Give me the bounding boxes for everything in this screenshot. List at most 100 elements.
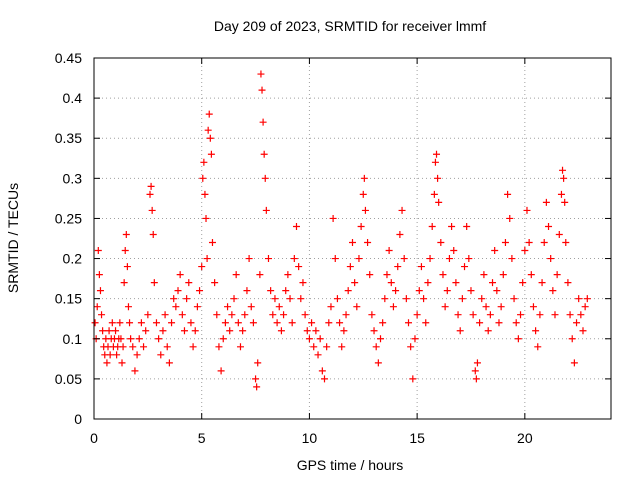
data-point bbox=[573, 319, 581, 327]
data-point bbox=[262, 206, 270, 214]
data-point bbox=[342, 311, 350, 319]
data-point bbox=[91, 319, 99, 327]
data-point bbox=[338, 343, 346, 351]
data-point bbox=[303, 327, 311, 335]
data-point bbox=[137, 319, 145, 327]
data-point bbox=[106, 351, 114, 359]
data-point bbox=[150, 279, 158, 287]
data-point bbox=[155, 335, 163, 343]
data-point bbox=[305, 335, 313, 343]
data-point bbox=[374, 359, 382, 367]
data-point bbox=[196, 287, 204, 295]
data-point bbox=[448, 222, 456, 230]
x-tick-label: 5 bbox=[198, 430, 206, 446]
data-point bbox=[131, 367, 139, 375]
data-point bbox=[396, 230, 404, 238]
data-point bbox=[450, 247, 458, 255]
data-point bbox=[269, 311, 277, 319]
data-point bbox=[203, 255, 211, 263]
data-point bbox=[180, 327, 188, 335]
data-point bbox=[282, 287, 290, 295]
data-point bbox=[351, 279, 359, 287]
data-point bbox=[349, 239, 356, 247]
data-point bbox=[564, 279, 572, 287]
axis-ticks bbox=[93, 57, 611, 420]
y-tick-labels: 0 0.05 0.1 0.15 0.2 0.25 0.3 0.35 0.4 0.45 bbox=[55, 50, 82, 427]
data-point bbox=[260, 150, 268, 158]
data-point bbox=[327, 303, 335, 311]
data-point bbox=[99, 327, 107, 335]
data-point bbox=[147, 182, 155, 190]
data-point bbox=[297, 295, 305, 303]
data-point bbox=[202, 214, 210, 222]
data-point bbox=[553, 271, 561, 279]
data-point bbox=[506, 214, 514, 222]
data-point bbox=[234, 319, 242, 327]
data-point bbox=[206, 134, 214, 142]
data-point bbox=[461, 263, 469, 271]
data-point bbox=[407, 343, 415, 351]
data-point bbox=[299, 279, 307, 287]
data-point bbox=[193, 303, 201, 311]
data-point bbox=[284, 271, 292, 279]
data-point bbox=[98, 311, 106, 319]
data-point bbox=[400, 255, 408, 263]
data-point bbox=[264, 255, 272, 263]
data-point bbox=[372, 343, 380, 351]
data-point bbox=[146, 190, 154, 198]
data-point bbox=[540, 239, 548, 247]
x-axis-title: GPS time / hours bbox=[297, 457, 404, 473]
y-tick-label: 0.1 bbox=[63, 331, 83, 347]
data-point bbox=[133, 351, 141, 359]
data-point bbox=[252, 375, 260, 383]
data-point bbox=[108, 319, 116, 327]
data-point bbox=[95, 271, 103, 279]
data-point bbox=[241, 311, 249, 319]
data-point bbox=[249, 319, 257, 327]
y-tick-label: 0.05 bbox=[55, 371, 82, 387]
data-point bbox=[120, 279, 128, 287]
x-tick-label: 15 bbox=[409, 430, 425, 446]
data-point bbox=[493, 287, 501, 295]
data-point bbox=[230, 295, 238, 303]
data-point bbox=[320, 375, 328, 383]
y-axis-title: SRMTID / TECUs bbox=[5, 183, 21, 293]
data-point bbox=[219, 335, 227, 343]
x-tick-labels: 0 5 10 15 20 bbox=[90, 430, 533, 446]
x-tick-label: 0 bbox=[90, 430, 98, 446]
data-point bbox=[497, 303, 505, 311]
data-point bbox=[310, 343, 318, 351]
data-point bbox=[383, 271, 391, 279]
data-point bbox=[157, 351, 165, 359]
data-point bbox=[379, 319, 387, 327]
data-point bbox=[118, 359, 126, 367]
data-point bbox=[292, 222, 300, 230]
data-point bbox=[361, 206, 369, 214]
data-point bbox=[117, 335, 125, 343]
data-point bbox=[482, 303, 490, 311]
data-point bbox=[527, 271, 535, 279]
data-point bbox=[273, 319, 281, 327]
data-point bbox=[280, 311, 288, 319]
data-point bbox=[124, 303, 132, 311]
data-point bbox=[512, 319, 520, 327]
data-point bbox=[314, 351, 322, 359]
data-point bbox=[415, 287, 423, 295]
data-point bbox=[441, 303, 449, 311]
data-point bbox=[149, 230, 157, 238]
data-point bbox=[473, 359, 481, 367]
data-point bbox=[529, 303, 537, 311]
data-point bbox=[398, 206, 406, 214]
data-point bbox=[542, 198, 550, 206]
data-point bbox=[517, 311, 525, 319]
data-point bbox=[545, 222, 553, 230]
data-point bbox=[174, 287, 182, 295]
data-point bbox=[204, 126, 212, 134]
data-point bbox=[387, 279, 395, 287]
data-point bbox=[247, 303, 255, 311]
data-point bbox=[211, 279, 219, 287]
data-point bbox=[389, 303, 397, 311]
data-point bbox=[129, 343, 137, 351]
data-point bbox=[381, 295, 389, 303]
data-point bbox=[205, 110, 213, 118]
